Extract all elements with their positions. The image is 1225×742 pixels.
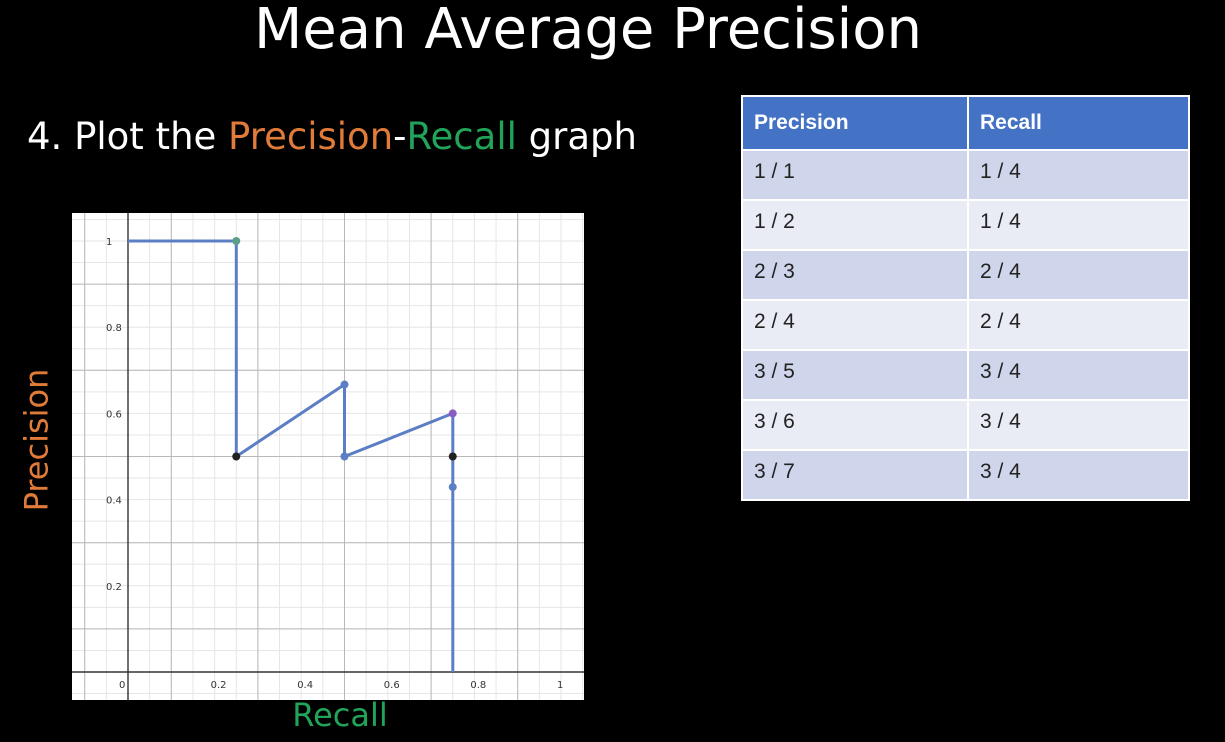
step-prefix: 4. Plot the bbox=[27, 115, 229, 158]
pr-chart: 0 0.2 0.4 0.6 0.8 1 0.2 0.4 0.6 0.8 1 bbox=[72, 213, 584, 700]
step-precision-word: Precision bbox=[228, 115, 394, 158]
table-row: 1 / 2 1 / 4 bbox=[741, 199, 1190, 251]
cell-recall: 3 / 4 bbox=[967, 449, 1190, 501]
step-recall-word: Recall bbox=[406, 115, 517, 158]
y-tick-label: 1 bbox=[106, 237, 112, 248]
header-precision: Precision bbox=[741, 95, 969, 151]
cell-recall: 2 / 4 bbox=[967, 299, 1190, 351]
cell-precision: 2 / 4 bbox=[741, 299, 969, 351]
table-row: 3 / 5 3 / 4 bbox=[741, 349, 1190, 401]
y-tick-label: 0.8 bbox=[106, 323, 122, 334]
table-row: 1 / 1 1 / 4 bbox=[741, 149, 1190, 201]
table-header-row: Precision Recall bbox=[741, 95, 1190, 151]
table-row: 3 / 6 3 / 4 bbox=[741, 399, 1190, 451]
cell-precision: 3 / 7 bbox=[741, 449, 969, 501]
y-tick-label: 0.4 bbox=[106, 496, 122, 507]
cell-precision: 1 / 1 bbox=[741, 149, 969, 201]
y-axis-label: Precision bbox=[17, 368, 55, 512]
x-tick-label: 0.2 bbox=[211, 680, 227, 691]
x-axis-label: Recall bbox=[292, 696, 388, 734]
data-point bbox=[448, 409, 457, 418]
slide-title: Mean Average Precision bbox=[253, 0, 922, 62]
table-row: 3 / 7 3 / 4 bbox=[741, 449, 1190, 501]
x-tick-label: 1 bbox=[557, 680, 563, 691]
cell-recall: 1 / 4 bbox=[967, 149, 1190, 201]
x-tick-label: 0.8 bbox=[470, 680, 486, 691]
data-point bbox=[232, 452, 241, 461]
cell-precision: 3 / 5 bbox=[741, 349, 969, 401]
step-heading: 4. Plot the Precision-Recall graph bbox=[27, 114, 637, 160]
x-tick-label: 0 bbox=[119, 680, 125, 691]
cell-precision: 1 / 2 bbox=[741, 199, 969, 251]
y-axis-label-wrap: Precision bbox=[14, 340, 58, 540]
header-recall: Recall bbox=[967, 95, 1190, 151]
cell-recall: 3 / 4 bbox=[967, 399, 1190, 451]
table-row: 2 / 3 2 / 4 bbox=[741, 249, 1190, 301]
data-point bbox=[232, 237, 241, 245]
data-point bbox=[340, 380, 349, 389]
precision-recall-table: Precision Recall 1 / 1 1 / 4 1 / 2 1 / 4… bbox=[741, 95, 1190, 501]
x-tick-label: 0.6 bbox=[384, 680, 400, 691]
y-tick-label: 0.2 bbox=[106, 582, 122, 593]
x-tick-label: 0.4 bbox=[297, 680, 313, 691]
cell-recall: 2 / 4 bbox=[967, 249, 1190, 301]
data-point bbox=[448, 483, 457, 492]
cell-recall: 3 / 4 bbox=[967, 349, 1190, 401]
data-point bbox=[448, 452, 457, 461]
y-tick-label: 0.6 bbox=[106, 409, 122, 420]
table-row: 2 / 4 2 / 4 bbox=[741, 299, 1190, 351]
cell-recall: 1 / 4 bbox=[967, 199, 1190, 251]
data-point bbox=[340, 452, 349, 461]
step-dash: - bbox=[393, 115, 407, 158]
cell-precision: 2 / 3 bbox=[741, 249, 969, 301]
pr-chart-svg: 0 0.2 0.4 0.6 0.8 1 0.2 0.4 0.6 0.8 1 bbox=[72, 213, 584, 700]
step-suffix: graph bbox=[516, 115, 637, 158]
cell-precision: 3 / 6 bbox=[741, 399, 969, 451]
